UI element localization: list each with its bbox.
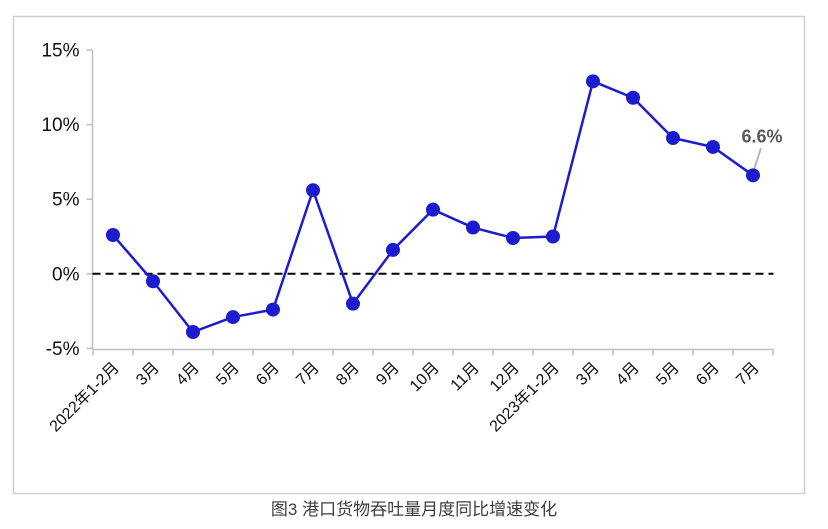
annotation-label: 6.6% [741,126,782,146]
y-tick-label: 10% [41,115,79,136]
y-tick-label: -5% [46,339,80,360]
data-point-marker [146,274,160,289]
data-point-marker [626,90,640,105]
x-tick-label: 3月 [133,359,163,389]
data-point-marker [506,230,520,245]
x-tick-label: 7月 [733,359,763,389]
x-tick-label: 10月 [407,359,443,395]
x-tick-label: 2023年1-2月 [486,359,563,436]
x-tick-label: 2022年1-2月 [46,359,123,436]
x-tick-label: 8月 [333,359,363,389]
x-tick-label: 11月 [448,359,483,394]
x-tick-label: 9月 [373,359,403,389]
data-point-marker [186,324,200,339]
data-point-marker [546,229,560,244]
data-point-marker [706,139,720,154]
data-point-marker [666,131,680,146]
figure-caption: 图3 港口货物吞吐量月度同比增速变化 [270,500,558,519]
y-tick-label: 0% [52,264,80,285]
x-tick-label: 3月 [573,359,603,389]
data-point-marker [346,296,360,311]
data-point-marker [306,183,320,198]
data-point-marker [266,302,280,317]
annotation-leader-line [753,148,762,170]
x-tick-label: 6月 [693,359,723,389]
x-tick-label: 4月 [613,359,643,389]
x-tick-label: 5月 [213,359,243,389]
x-tick-label: 7月 [293,359,323,389]
data-point-marker [586,74,600,89]
y-tick-label: 15% [41,41,79,62]
y-tick-label: 5% [52,190,80,211]
data-point-marker [106,228,120,243]
x-tick-label: 12月 [487,359,523,395]
chart-frame-border [12,15,806,495]
x-tick-label: 6月 [253,359,283,389]
data-point-marker [226,310,240,325]
x-tick-label: 4月 [173,359,203,389]
data-point-marker [466,220,480,235]
data-point-marker [746,168,760,183]
data-point-marker [426,202,440,217]
x-tick-label: 5月 [653,359,683,389]
data-point-marker [386,242,400,257]
